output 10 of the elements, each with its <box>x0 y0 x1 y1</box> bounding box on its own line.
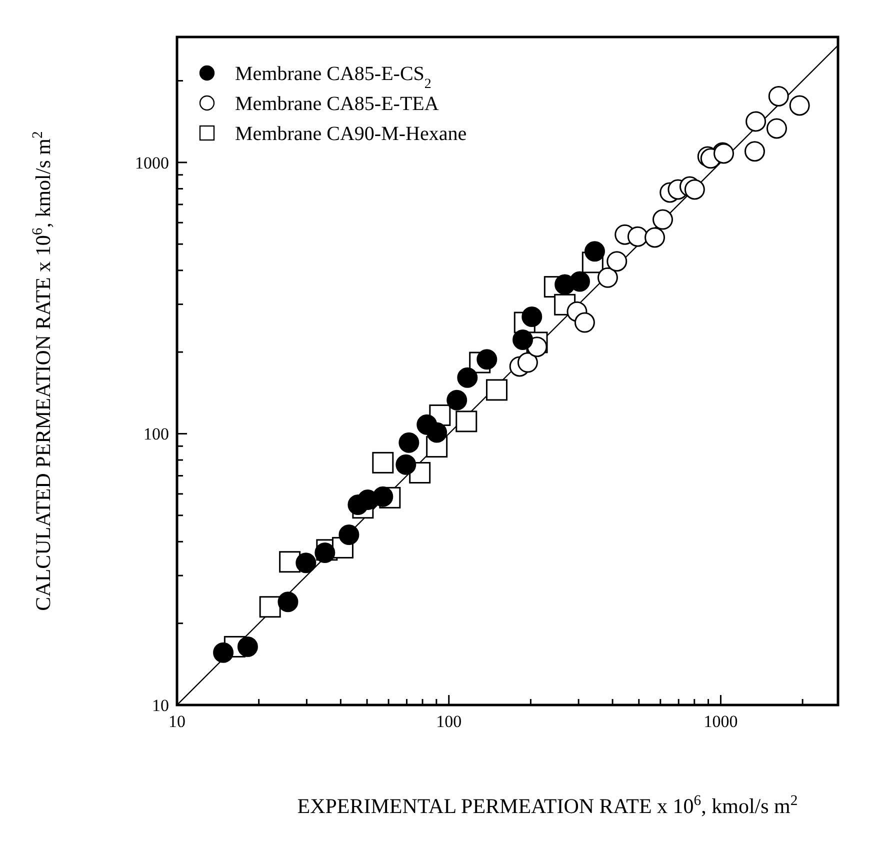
legend-label: Membrane CA90-M-Hexane <box>235 123 467 145</box>
legend-label: Membrane CA85-E-CS$_{2}$ <box>235 63 432 92</box>
x-axis-title: EXPERIMENTAL PERMEATION RATE x 10$^{6}$, kmol/s m$^{2}$ <box>297 793 798 818</box>
y-tick-label: 1000 <box>135 153 169 172</box>
x-tick-label: 100 <box>436 712 462 731</box>
y-tick-label: 100 <box>144 424 169 444</box>
x-tick-label: 1000 <box>704 712 738 731</box>
y-tick-label: 10 <box>152 696 169 715</box>
legend-label: Membrane CA85-E-TEA <box>235 93 440 115</box>
x-tick-label: 10 <box>168 712 186 731</box>
